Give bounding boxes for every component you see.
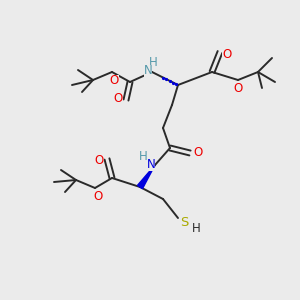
Text: O: O: [110, 74, 118, 88]
Text: O: O: [94, 154, 103, 167]
Text: O: O: [194, 146, 202, 158]
Text: O: O: [222, 47, 232, 61]
Text: O: O: [233, 82, 243, 95]
Text: H: H: [139, 151, 147, 164]
Text: H: H: [192, 221, 200, 235]
Text: H: H: [148, 56, 158, 68]
Polygon shape: [137, 165, 155, 189]
Text: O: O: [93, 190, 103, 203]
Text: N: N: [144, 64, 152, 77]
Text: S: S: [180, 215, 188, 229]
Text: N: N: [147, 158, 155, 170]
Text: O: O: [113, 92, 123, 104]
